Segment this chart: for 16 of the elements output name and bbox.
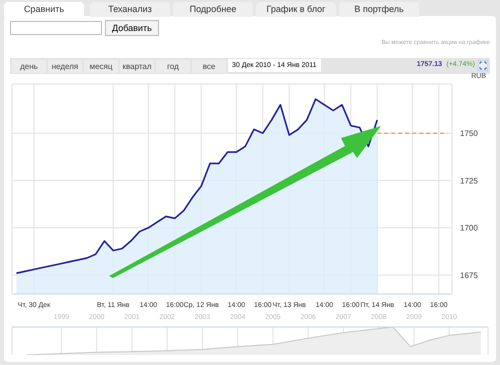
- y-tick-label: 1725: [460, 176, 478, 186]
- text: Подробнее: [173, 2, 253, 17]
- text: квартал: [120, 60, 154, 73]
- text: все: [192, 60, 226, 73]
- text: неделя: [48, 60, 82, 73]
- y-tick-label: 1750: [460, 129, 478, 138]
- text: Добавить: [105, 20, 159, 36]
- y-tick-label: 1700: [460, 224, 478, 233]
- text: Теханализ: [90, 2, 170, 17]
- text: График в блог: [256, 2, 336, 17]
- text: месяц: [84, 60, 118, 73]
- text: день: [12, 60, 46, 73]
- text: В портфель: [339, 2, 419, 17]
- text: год: [156, 60, 190, 73]
- text: Сравнить: [4, 2, 84, 17]
- y-tick-label: 1675: [460, 270, 478, 280]
